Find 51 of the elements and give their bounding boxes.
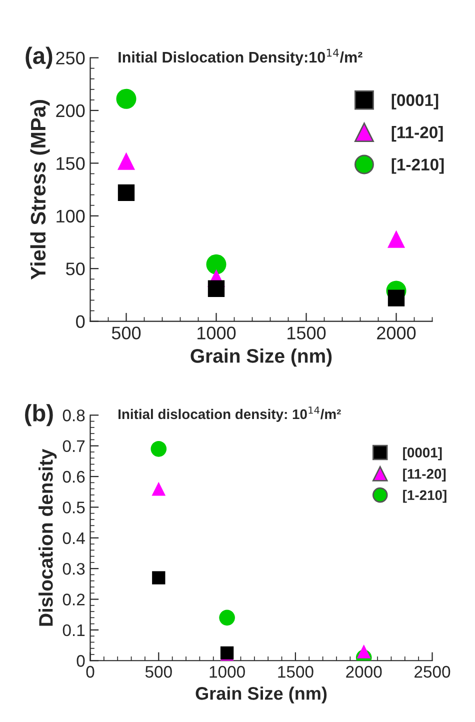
point	[117, 152, 136, 170]
y-tick-label: 50	[66, 262, 85, 276]
legend-label: [1-210]	[392, 158, 444, 174]
point	[150, 440, 167, 457]
point	[116, 88, 136, 109]
legend-label: [0001]	[392, 94, 438, 110]
x-tick-label: 2500	[414, 666, 450, 678]
x-tick-label: 2000	[377, 326, 416, 340]
x-tick-label: 500	[112, 326, 141, 340]
y-tick-label: 0.4	[62, 532, 85, 544]
point	[206, 254, 226, 274]
point	[208, 280, 225, 297]
x-axis-title: Grain Size (nm)	[190, 348, 332, 367]
x-axis-title: Grain Size (nm)	[196, 686, 327, 704]
x-tick-label: 2000	[346, 666, 382, 678]
point	[152, 482, 166, 496]
x-tick-label: 1500	[288, 326, 326, 340]
y-tick-label: 0.6	[62, 470, 85, 483]
legend-label: [0001]	[403, 447, 442, 460]
point	[356, 644, 371, 658]
x-tick-label: 1000	[198, 326, 236, 340]
y-tick-label: 0.7	[62, 440, 85, 452]
y-tick-label: 0.3	[62, 562, 85, 575]
legend-label: [11-20]	[392, 126, 443, 142]
text: (a)	[26, 46, 52, 69]
legend-label: [1-210]	[403, 490, 446, 503]
y-tick-label: 0.2	[62, 594, 85, 606]
y-tick-label: 250	[56, 52, 85, 64]
point	[387, 230, 406, 248]
y-tick-label: 0	[76, 655, 85, 667]
chart-title: Initial Dislocation Density:10$^{14}$/m²	[118, 48, 362, 66]
y-axis-title: Dislocation density	[38, 448, 57, 626]
x-tick-label: 500	[145, 666, 172, 678]
y-tick-label: 100	[56, 210, 85, 223]
y-tick-label: 0	[76, 315, 85, 328]
point	[388, 290, 405, 306]
y-tick-label: 200	[56, 104, 85, 118]
x-tick-label: 0	[86, 666, 94, 678]
y-tick-label: 0.1	[62, 624, 85, 636]
point	[152, 571, 166, 584]
point	[118, 184, 135, 202]
text: (b)	[25, 404, 53, 426]
chart-title: Initial dislocation density: 10$^{14}$/m²	[118, 406, 341, 422]
x-tick-label: 1000	[210, 666, 245, 678]
y-tick-label: 0.8	[62, 410, 85, 422]
y-tick-label: 0.5	[62, 502, 85, 514]
y-tick-label: 150	[56, 157, 85, 170]
point	[219, 610, 235, 626]
legend-label: [11-20]	[403, 468, 446, 482]
x-tick-label: 1500	[278, 666, 314, 678]
y-axis-title: Yield Stress (MPa)	[30, 100, 50, 280]
